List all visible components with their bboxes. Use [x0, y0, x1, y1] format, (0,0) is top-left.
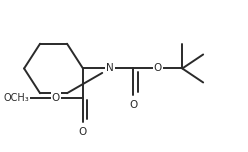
Text: O: O — [52, 93, 60, 102]
Text: O: O — [154, 64, 162, 73]
Text: N: N — [106, 64, 114, 73]
Text: O: O — [129, 100, 137, 110]
Text: OCH₃: OCH₃ — [4, 93, 30, 102]
Text: O: O — [79, 127, 87, 137]
